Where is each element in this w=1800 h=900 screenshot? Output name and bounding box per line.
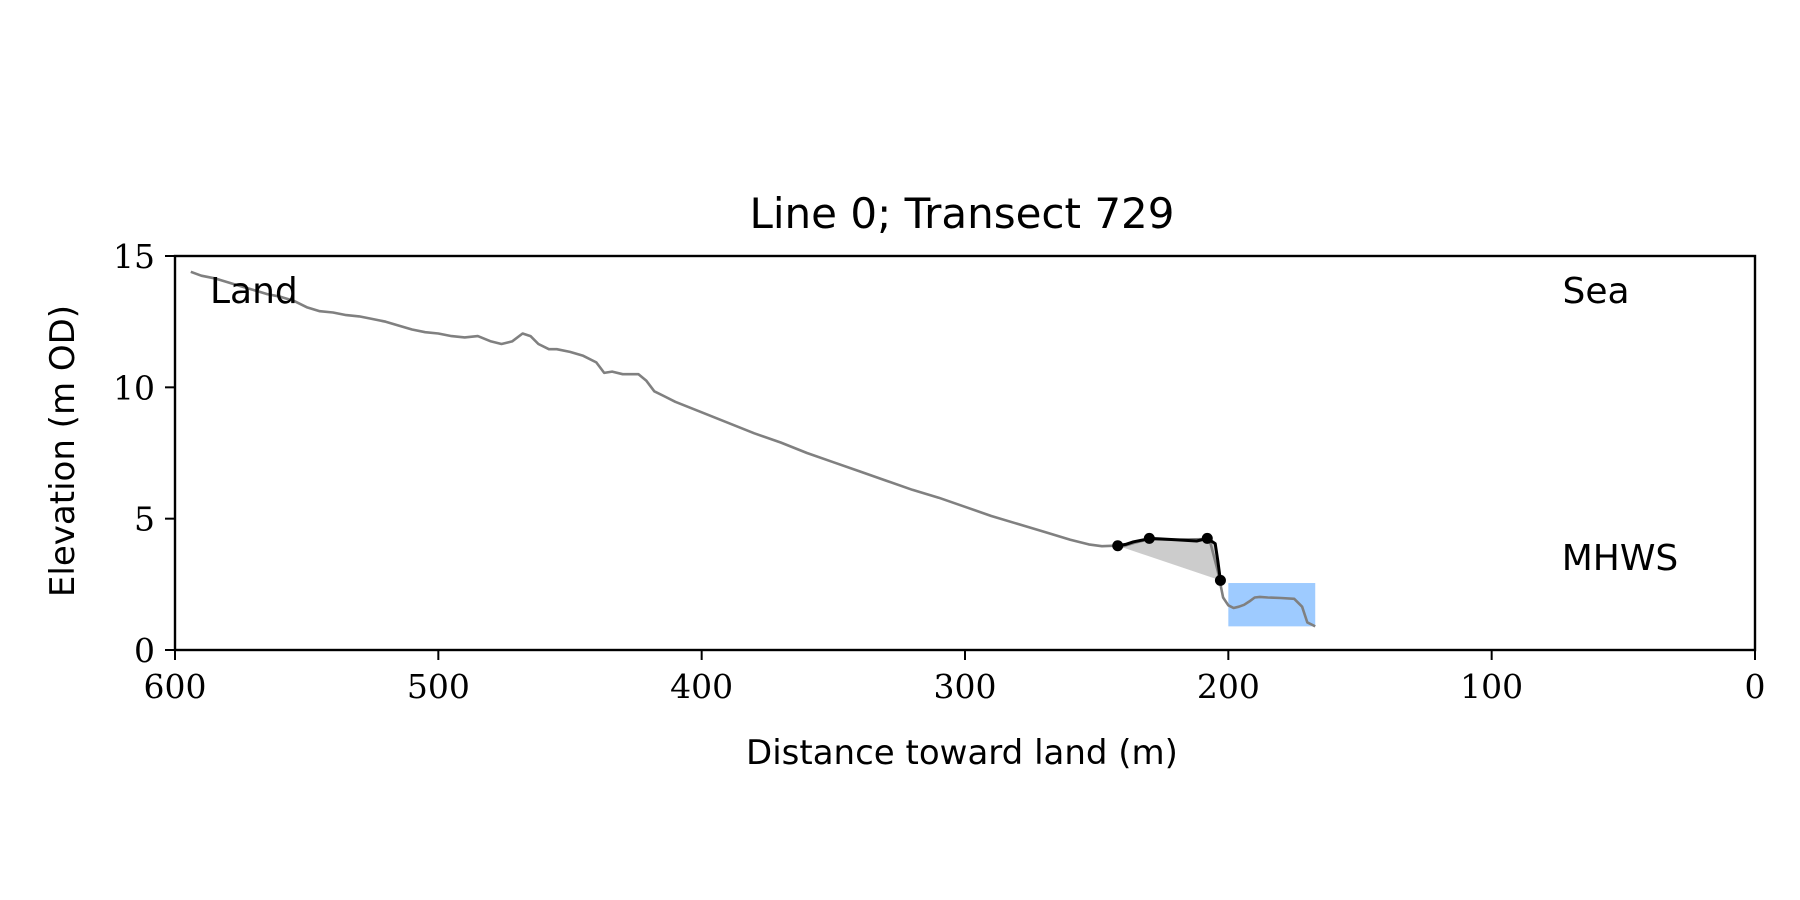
land-annotation: Land — [210, 271, 298, 312]
y-tick-label: 10 — [113, 368, 155, 407]
chart-title: Line 0; Transect 729 — [749, 189, 1174, 238]
x-tick-label: 300 — [934, 667, 997, 706]
feature-marker — [1201, 532, 1213, 544]
tick-layer: 600 500 400 300 200 100 0 0 5 10 15 — [113, 237, 1766, 706]
y-axis-label: Elevation (m OD) — [43, 305, 83, 597]
feature-fill — [1117, 538, 1221, 581]
x-axis-label: Distance toward land (m) — [746, 733, 1178, 773]
feature-marker — [1214, 574, 1226, 586]
x-tick-label: 0 — [1745, 667, 1766, 706]
marker-layer — [1112, 532, 1226, 586]
y-tick-label: 15 — [113, 237, 155, 276]
sea-annotation: Sea — [1562, 271, 1629, 312]
feature-line — [1117, 536, 1222, 581]
x-tick-label: 200 — [1197, 667, 1260, 706]
profile-line — [190, 270, 1316, 628]
mhws-annotation: MHWS — [1562, 538, 1679, 579]
line-layer — [190, 270, 1316, 628]
feature-marker — [1143, 532, 1155, 544]
y-tick-label: 5 — [134, 500, 155, 539]
feature-marker — [1112, 540, 1124, 552]
y-tick-label: 0 — [134, 631, 155, 670]
plot-frame — [173, 254, 1757, 652]
x-tick-label: 400 — [670, 667, 733, 706]
x-tick-label: 100 — [1460, 667, 1523, 706]
axes-layer — [173, 254, 1757, 652]
x-tick-label: 600 — [144, 667, 207, 706]
x-tick-label: 500 — [407, 667, 470, 706]
